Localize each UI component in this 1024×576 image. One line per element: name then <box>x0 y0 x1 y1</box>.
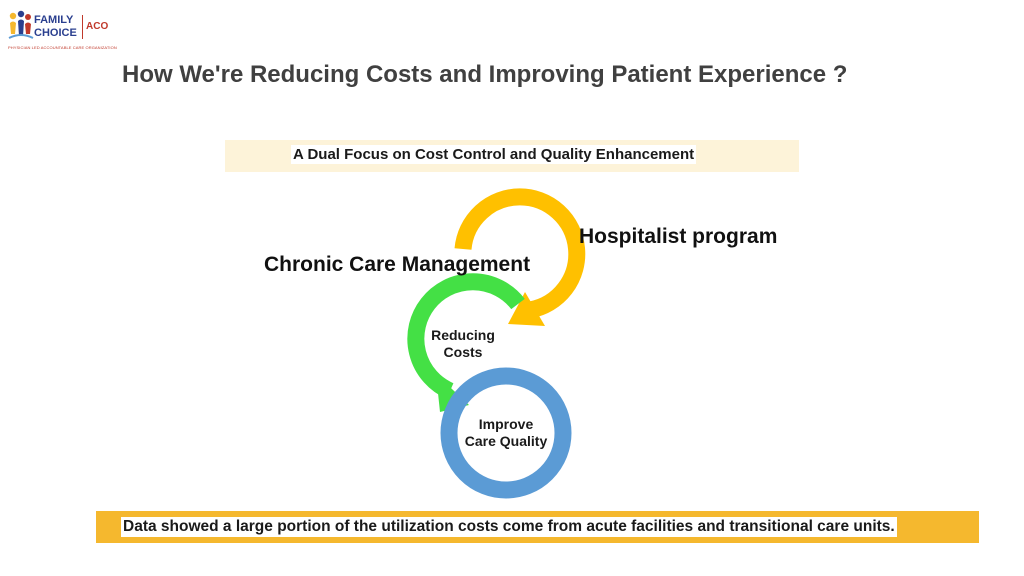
logo-tagline: PHYSICIAN LED ACCOUNTABLE CARE ORGANIZAT… <box>8 45 117 50</box>
yellow-ring <box>454 188 586 326</box>
subtitle-banner: A Dual Focus on Cost Control and Quality… <box>225 140 799 172</box>
improve-care-quality-label: Improve Care Quality <box>446 416 566 450</box>
chronic-care-management-label: Chronic Care Management <box>264 253 531 276</box>
logo-family-text: FAMILY <box>34 14 74 26</box>
improve-care-quality-line-1: Improve <box>478 416 534 432</box>
family-people-icon <box>8 10 34 39</box>
footer-banner: Data showed a large portion of the utili… <box>96 511 979 543</box>
logo-aco-text: ACO <box>86 21 109 32</box>
hospitalist-program-label: Hospitalist program <box>579 225 778 248</box>
reducing-costs-line-2: Costs <box>443 344 483 360</box>
reducing-costs-label: Reducing Costs <box>403 327 523 361</box>
blue-ring <box>440 367 572 499</box>
reducing-costs-line-1: Reducing <box>431 327 495 343</box>
family-choice-aco-logo: FAMILY CHOICE ACO PHYSICIAN LED ACCOUNTA… <box>8 10 117 56</box>
subtitle-text: A Dual Focus on Cost Control and Quality… <box>291 145 697 164</box>
footer-text: Data showed a large portion of the utili… <box>121 517 897 537</box>
logo-divider <box>82 15 83 39</box>
logo-choice-text: CHOICE <box>34 27 77 39</box>
improve-care-quality-line-2: Care Quality <box>464 433 548 449</box>
page-title: How We're Reducing Costs and Improving P… <box>122 61 848 88</box>
